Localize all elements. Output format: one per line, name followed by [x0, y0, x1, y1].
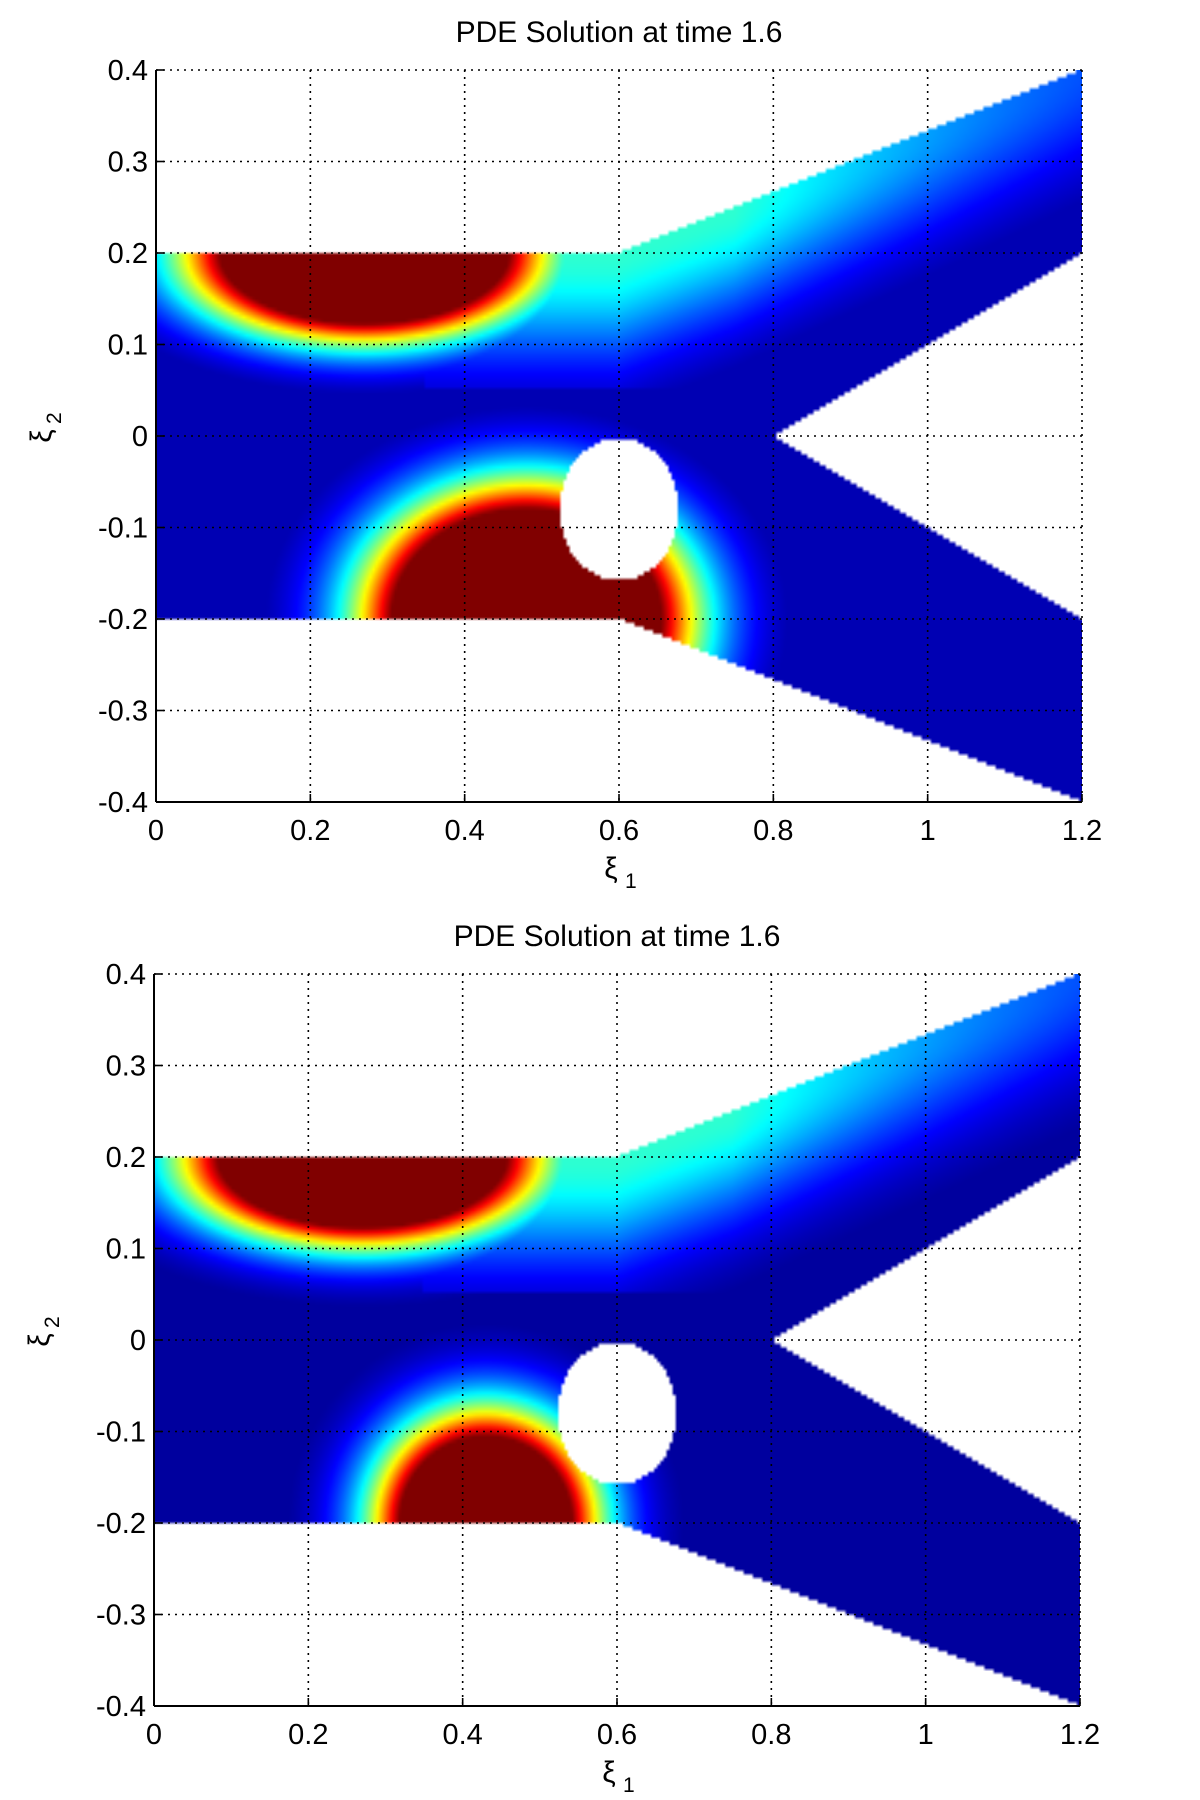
chart-panel-1: 0 0.2 0.4 0.6 0.8 1 1.2 -0.4 -0.3 -0.2 -0.1 0 0.1 0.2…	[25, 16, 1102, 893]
x-tick-label: 1.2	[1062, 815, 1102, 847]
y-tick-label: -0.1	[96, 1417, 146, 1449]
y-axis-label: ξ	[23, 1333, 56, 1346]
y-tick-label: 0.1	[108, 330, 148, 362]
x-tick-label: 1	[918, 1719, 934, 1751]
y-tick-label: -0.4	[98, 787, 148, 819]
y-tick-label: 0.3	[106, 1051, 146, 1083]
x-tick-label: 0	[148, 815, 164, 847]
x-tick-label: 0.4	[445, 815, 485, 847]
chart-title: PDE Solution at time 1.6	[456, 16, 783, 49]
chart-panel-2: 0 0.2 0.4 0.6 0.8 1 1.2 -0.4 -0.3 -0.2 -0.1 0 0.1 0.2…	[23, 920, 1100, 1797]
x-axis-label-subscript: 1	[623, 1774, 635, 1797]
y-tick-label: -0.3	[96, 1600, 146, 1632]
x-tick-label: 0.8	[751, 1719, 791, 1751]
y-tick-label: 0.4	[106, 959, 146, 991]
x-axis-label: ξ	[602, 1756, 615, 1789]
x-tick-label: 0.2	[288, 1719, 328, 1751]
y-axis-label-subscript: 2	[41, 1316, 64, 1328]
y-tick-label: 0.3	[108, 147, 148, 179]
y-tick-label: 0	[132, 421, 148, 453]
x-tick-label: 1.2	[1060, 1719, 1100, 1751]
y-tick-label: 0	[130, 1325, 146, 1357]
x-tick-label: 0	[146, 1719, 162, 1751]
y-tick-label: 0.2	[108, 238, 148, 270]
x-tick-label: 0.6	[599, 815, 639, 847]
y-axis-label: ξ	[25, 429, 58, 442]
y-axis-label-subscript: 2	[43, 412, 66, 424]
x-tick-label: 0.6	[597, 1719, 637, 1751]
y-tick-label: -0.2	[98, 604, 148, 636]
y-tick-label: -0.1	[98, 513, 148, 545]
chart-title: PDE Solution at time 1.6	[454, 920, 781, 953]
y-axis-label-group: ξ2	[25, 412, 66, 442]
x-axis-label: ξ	[604, 852, 617, 885]
x-tick-label: 0.8	[753, 815, 793, 847]
y-tick-label: -0.2	[96, 1508, 146, 1540]
x-tick-label: 1	[920, 815, 936, 847]
y-tick-label: 0.4	[108, 55, 148, 87]
x-axis-label-subscript: 1	[625, 870, 637, 893]
y-tick-label: -0.4	[96, 1691, 146, 1723]
y-axis-label-group: ξ2	[23, 1316, 64, 1346]
y-tick-label: 0.1	[106, 1234, 146, 1266]
x-tick-label: 0.2	[290, 815, 330, 847]
y-tick-label: 0.2	[106, 1142, 146, 1174]
y-tick-label: -0.3	[98, 696, 148, 728]
x-tick-label: 0.4	[443, 1719, 483, 1751]
